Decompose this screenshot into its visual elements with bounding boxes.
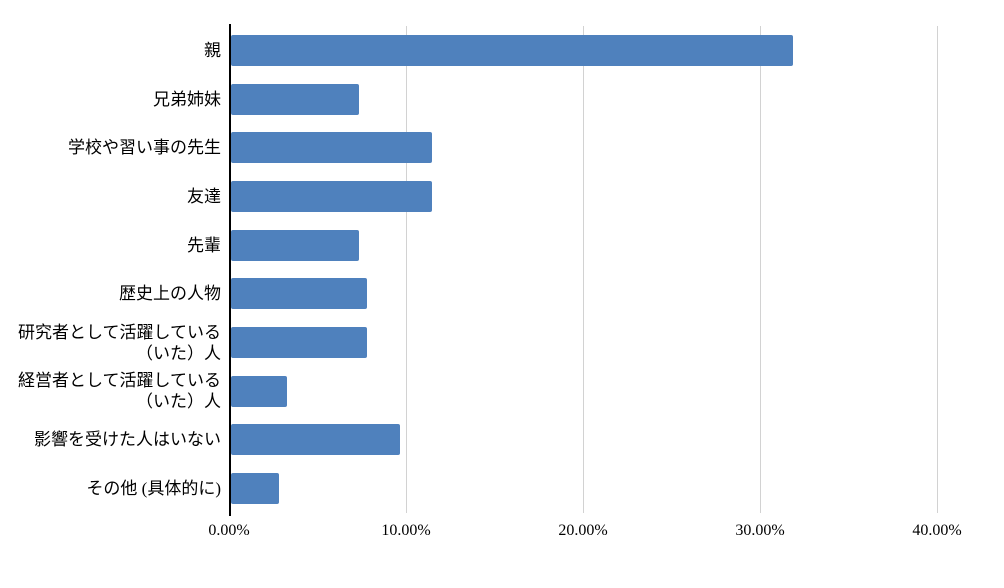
- bar-row: 影響を受けた人はいない: [0, 416, 937, 465]
- bar-track: [231, 132, 937, 164]
- category-label: 歴史上の人物: [119, 284, 221, 304]
- category-label: その他 (具体的に): [86, 479, 221, 499]
- bar-row: 研究者として活躍している （いた）人: [0, 318, 937, 367]
- bar-row: 友達: [0, 172, 937, 221]
- bar-track: [231, 424, 937, 456]
- category-label: 友達: [187, 186, 221, 206]
- bar: [231, 473, 280, 505]
- gridline-40pct: [937, 26, 938, 513]
- bar-row: 歴史上の人物: [0, 270, 937, 319]
- bar-row: 親: [0, 26, 937, 75]
- bar-row: 先輩: [0, 221, 937, 270]
- bar-track: [231, 83, 937, 115]
- x-axis: 0.00% 10.00% 20.00% 30.00% 40.00%: [0, 522, 1004, 544]
- bar-row: その他 (具体的に): [0, 464, 937, 513]
- bar: [231, 327, 368, 359]
- plot-area: [229, 26, 938, 513]
- bar: [231, 278, 368, 310]
- bar: [231, 34, 793, 66]
- bar: [231, 375, 288, 407]
- bar-track: [231, 278, 937, 310]
- bar: [231, 229, 360, 261]
- bar: [231, 132, 432, 164]
- gridline-20pct: [583, 26, 584, 513]
- x-tick-label: 10.00%: [381, 522, 431, 539]
- bar-rows: 親 兄弟姉妹 学校や習い事の先生 友達 先輩 歴史上の人物 研究者として活躍して…: [0, 26, 937, 513]
- bar-row: 兄弟姉妹: [0, 75, 937, 124]
- x-tick-label: 30.00%: [735, 522, 785, 539]
- category-label: 先輩: [187, 235, 221, 255]
- bar: [231, 424, 400, 456]
- bar-row: 学校や習い事の先生: [0, 123, 937, 172]
- bar-track: [231, 327, 937, 359]
- bar-track: [231, 229, 937, 261]
- gridline-30pct: [760, 26, 761, 513]
- category-label: 経営者として活躍している （いた）人: [18, 371, 221, 412]
- category-label: 影響を受けた人はいない: [34, 430, 221, 450]
- category-label: 研究者として活躍している （いた）人: [18, 322, 221, 363]
- x-tick-label: 40.00%: [912, 522, 962, 539]
- category-label: 学校や習い事の先生: [68, 138, 221, 158]
- bar-track: [231, 34, 937, 66]
- gridline-10pct: [406, 26, 407, 513]
- bar-track: [231, 375, 937, 407]
- bar: [231, 180, 432, 212]
- category-label: 親: [204, 40, 221, 60]
- x-tick-label: 0.00%: [208, 522, 250, 539]
- bar-track: [231, 473, 937, 505]
- category-label: 兄弟姉妹: [153, 89, 221, 109]
- bar: [231, 83, 360, 115]
- category-axis-line: [229, 24, 231, 516]
- bar-row: 経営者として活躍している （いた）人: [0, 367, 937, 416]
- bar-track: [231, 180, 937, 212]
- x-tick-label: 20.00%: [558, 522, 608, 539]
